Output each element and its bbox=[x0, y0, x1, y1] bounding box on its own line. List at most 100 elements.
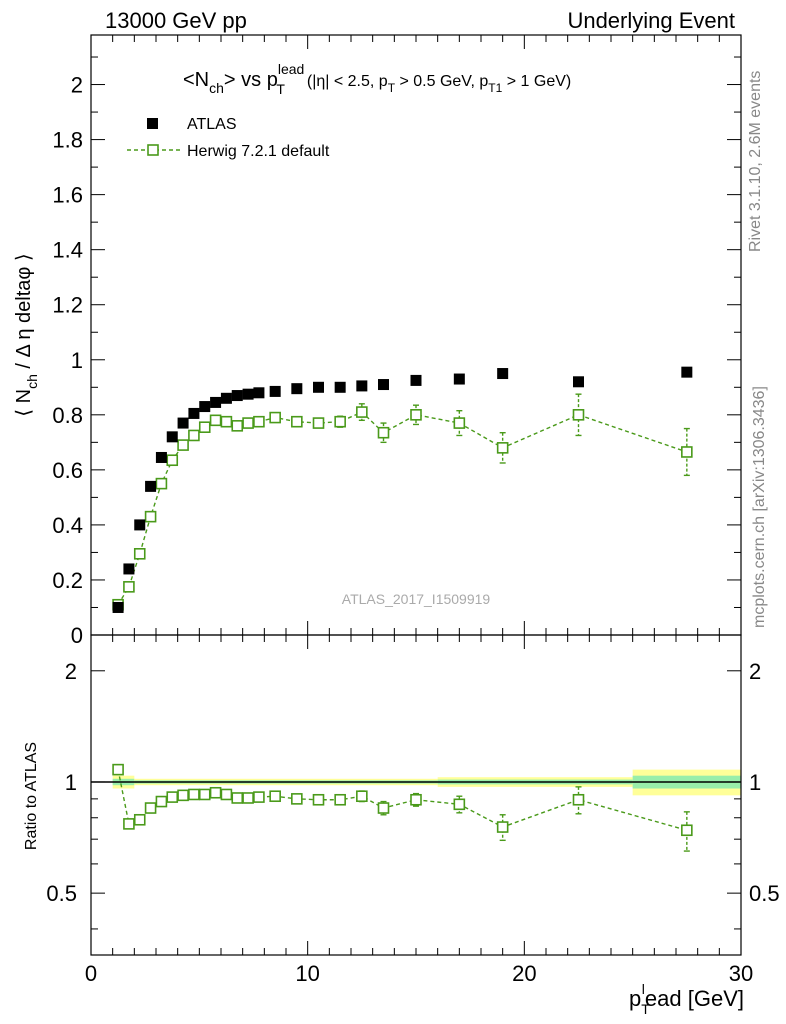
atlas-point bbox=[155, 451, 167, 463]
legend-herwig-marker bbox=[147, 144, 159, 156]
ratio-herwig-point bbox=[356, 790, 368, 803]
herwig-point bbox=[242, 417, 254, 429]
herwig-point bbox=[253, 415, 265, 428]
ratio-herwig-point bbox=[496, 821, 509, 833]
ratio-herwig-point bbox=[269, 790, 281, 803]
ratio-herwig-point bbox=[291, 793, 303, 805]
ratio-y-tick-label-right: 1 bbox=[749, 770, 761, 795]
ratio-y-axis-label: Ratio to ATLAS bbox=[23, 742, 40, 850]
ratio-herwig-point bbox=[144, 802, 157, 814]
herwig-point bbox=[133, 548, 146, 560]
ratio-herwig-point bbox=[198, 788, 211, 801]
atlas-point bbox=[112, 601, 124, 613]
ratio-herwig-point bbox=[377, 802, 390, 814]
atlas-point bbox=[210, 396, 222, 408]
herwig-point bbox=[410, 409, 422, 421]
atlas-point bbox=[453, 373, 465, 385]
atlas-point bbox=[199, 401, 211, 413]
atlas-point bbox=[378, 379, 389, 391]
atlas-point bbox=[242, 388, 254, 400]
ratio-herwig-point bbox=[242, 792, 254, 804]
process-label: Underlying Event bbox=[567, 8, 735, 33]
atlas-point bbox=[356, 380, 368, 392]
atlas-point bbox=[334, 381, 346, 393]
ratio-y-tick-label-right: 0.5 bbox=[749, 881, 780, 906]
atlas-point bbox=[123, 563, 135, 575]
main-y-tick-label: 0 bbox=[71, 623, 83, 648]
herwig-point bbox=[312, 417, 325, 429]
main-plot-panel: 0 0.2 0.4 0.6 0.8 1 1.2 1.4 1.6 1.8 2 bbox=[52, 34, 742, 648]
herwig-point bbox=[334, 415, 346, 428]
main-y-tick-label: 0.4 bbox=[52, 513, 83, 538]
ratio-y-tick-label-right: 2 bbox=[749, 659, 761, 684]
ratio-y-tick-label: 2 bbox=[65, 659, 77, 684]
herwig-point bbox=[572, 409, 585, 421]
x-axis-label: pTlead [GeV] bbox=[629, 981, 744, 1017]
herwig-point bbox=[269, 411, 281, 424]
herwig-point bbox=[144, 510, 157, 523]
analysis-id-label: ATLAS_2017_I1509919 bbox=[342, 591, 491, 607]
herwig-point bbox=[291, 415, 303, 428]
x-tick-label: 0 bbox=[85, 961, 97, 986]
main-y-tick-label: 1.4 bbox=[52, 238, 83, 263]
atlas-point bbox=[410, 374, 422, 386]
plot-title: <Nch> vs plead T (|η| < 2.5, pT > 0.5 GeV,… bbox=[183, 61, 571, 97]
atlas-point bbox=[313, 381, 324, 393]
atlas-point bbox=[681, 366, 693, 378]
atlas-point bbox=[253, 387, 265, 399]
x-tick-label: 30 bbox=[729, 961, 753, 986]
ratio-y-tick-label: 0.5 bbox=[46, 881, 77, 906]
herwig-point bbox=[453, 417, 466, 429]
ratio-herwig-point bbox=[133, 813, 146, 826]
ratio-herwig-point bbox=[155, 795, 168, 808]
herwig-point bbox=[220, 415, 233, 428]
collision-label: 13000 GeV pp bbox=[105, 8, 247, 33]
ratio-herwig-point bbox=[220, 788, 233, 801]
main-y-axis-label: ⟨ Nch / Δ η deltaφ ⟩ bbox=[13, 253, 40, 416]
ratio-herwig-point bbox=[453, 798, 466, 811]
legend-atlas-label: ATLAS bbox=[187, 116, 237, 133]
herwig-point bbox=[356, 406, 368, 418]
herwig-point bbox=[681, 446, 693, 458]
main-y-tick-label: 2 bbox=[71, 73, 83, 98]
atlas-point bbox=[134, 519, 146, 531]
x-tick-label: 10 bbox=[295, 961, 319, 986]
herwig-point bbox=[166, 454, 179, 467]
ratio-herwig-point bbox=[231, 792, 244, 804]
atlas-point bbox=[497, 368, 509, 380]
herwig-point bbox=[209, 414, 222, 427]
ratio-herwig-point bbox=[123, 818, 135, 830]
main-y-tick-label: 1.6 bbox=[52, 183, 83, 208]
main-y-tick-label: 0.2 bbox=[52, 568, 83, 593]
legend-atlas-marker bbox=[147, 118, 158, 129]
ratio-y-tick-label: 1 bbox=[65, 770, 77, 795]
atlas-point bbox=[166, 431, 178, 443]
atlas-point bbox=[145, 480, 157, 492]
herwig-point bbox=[198, 421, 211, 434]
herwig-point bbox=[123, 581, 135, 593]
ratio-herwig-point bbox=[312, 793, 325, 806]
ratio-herwig-point bbox=[166, 791, 179, 803]
rivet-version-label: Rivet 3.1.10, 2.6M events bbox=[747, 71, 764, 252]
atlas-point bbox=[291, 383, 303, 395]
ratio-herwig-point bbox=[572, 793, 585, 806]
herwig-point bbox=[155, 477, 168, 490]
atlas-point bbox=[177, 417, 189, 429]
ratio-herwig-point bbox=[112, 763, 124, 776]
legend-herwig-label: Herwig 7.2.1 default bbox=[187, 143, 330, 160]
main-y-tick-label: 1 bbox=[71, 348, 83, 373]
herwig-line bbox=[117, 411, 688, 606]
herwig-point bbox=[188, 429, 200, 442]
atlas-point bbox=[269, 385, 281, 397]
ratio-herwig-point bbox=[681, 824, 693, 837]
ratio-herwig-point bbox=[177, 789, 189, 802]
herwig-point bbox=[377, 426, 390, 439]
main-y-tick-label: 0.6 bbox=[52, 458, 83, 483]
main-y-tick-label: 1.2 bbox=[52, 293, 83, 318]
atlas-point bbox=[573, 376, 584, 388]
mcplots-label: mcplots.cern.ch [arXiv:1306.3436] bbox=[751, 386, 768, 628]
x-tick-label: 20 bbox=[512, 961, 536, 986]
atlas-point bbox=[188, 407, 200, 419]
ratio-herwig-point bbox=[334, 793, 346, 806]
